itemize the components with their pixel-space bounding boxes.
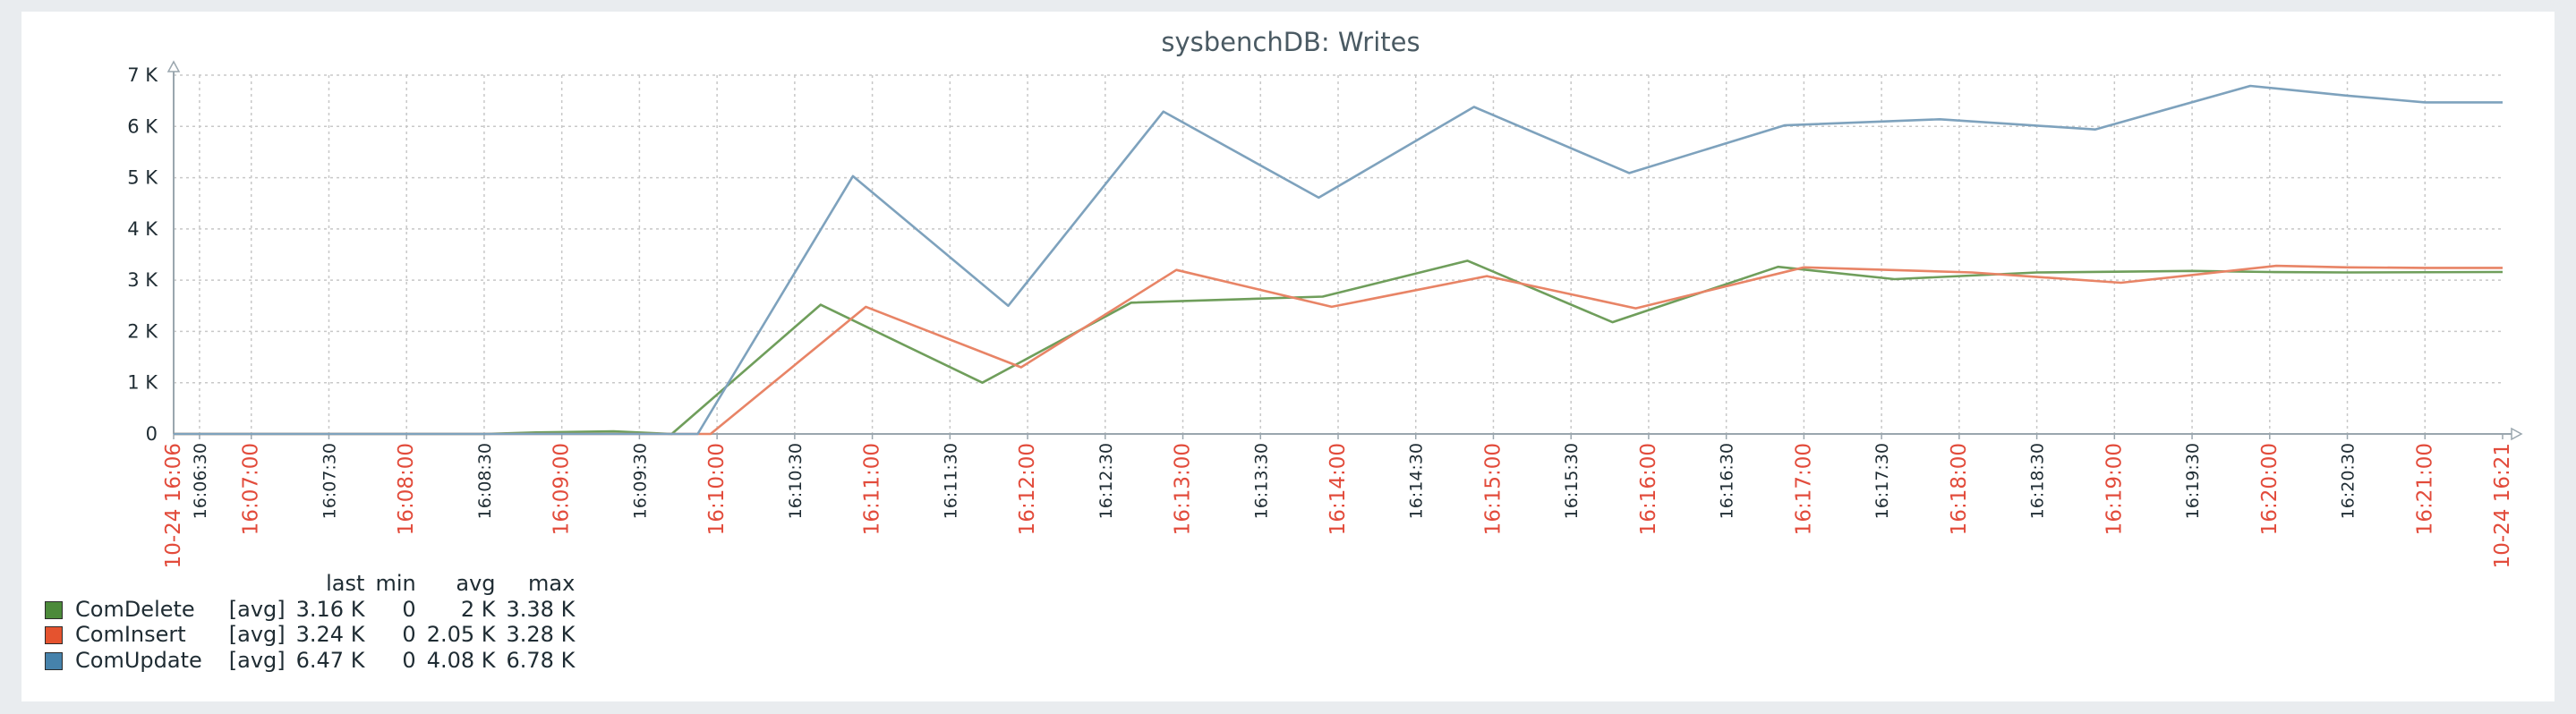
x-axis-arrow bbox=[2511, 427, 2523, 441]
x-tick-label: 16:15:30 bbox=[1562, 443, 1582, 519]
legend-min-value: 0 bbox=[402, 622, 416, 648]
x-tick-label: 16:16:00 bbox=[1637, 443, 1660, 535]
x-tick-label: 16:12:30 bbox=[1096, 443, 1116, 519]
legend-header-max: max bbox=[528, 571, 576, 597]
legend-last-value: 6.47 K bbox=[295, 647, 365, 673]
x-tick-label: 16:07:30 bbox=[320, 443, 339, 519]
x-tick-label: 16:09:30 bbox=[630, 443, 650, 519]
legend-max-value: 3.28 K bbox=[506, 622, 576, 648]
legend-min-value: 0 bbox=[402, 596, 416, 622]
x-tick-label: 16:15:00 bbox=[1481, 443, 1505, 535]
legend-avg-value: 2 K bbox=[460, 596, 496, 622]
x-tick-label: 10-24 16:06 bbox=[162, 443, 185, 568]
y-tick-label: 5 K bbox=[127, 167, 158, 189]
x-tick-label: 16:10:00 bbox=[705, 443, 729, 535]
x-tick-label: 16:10:30 bbox=[786, 443, 806, 519]
x-tick-label: 16:07:00 bbox=[240, 443, 263, 535]
legend-function: [avg] bbox=[228, 596, 286, 622]
x-tick-label: 16:21:00 bbox=[2413, 443, 2436, 535]
legend-header-row: last min avg max bbox=[39, 571, 580, 597]
legend-min-value: 0 bbox=[402, 647, 416, 673]
legend-last-value: 3.16 K bbox=[295, 596, 365, 622]
x-tick-label: 16:18:00 bbox=[1948, 443, 1971, 535]
x-tick-label: 16:13:00 bbox=[1172, 443, 1195, 535]
legend-header-min: min bbox=[375, 571, 416, 597]
legend-function: [avg] bbox=[228, 647, 286, 673]
y-tick-label: 4 K bbox=[127, 218, 158, 240]
y-tick-label: 7 K bbox=[127, 64, 158, 86]
chart-panel: sysbenchDB: Writes 0 1 K 2 K 3 K 4 K 5 K 6 K 7 … bbox=[21, 12, 2555, 701]
x-tick-label: 16:13:30 bbox=[1251, 443, 1271, 519]
x-tick-label: 16:17:00 bbox=[1792, 443, 1815, 535]
x-tick-label: 16:14:30 bbox=[1407, 443, 1427, 519]
y-tick-label: 1 K bbox=[127, 372, 158, 394]
legend-row-cominsert: ComInsert [avg] 3.24 K 0 2.05 K 3.28 K bbox=[39, 622, 580, 648]
y-tick-labels: 0 1 K 2 K 3 K 4 K 5 K 6 K 7 K bbox=[127, 64, 158, 445]
legend-series-name: ComUpdate bbox=[75, 647, 202, 673]
x-tick-label: 16:20:00 bbox=[2258, 443, 2282, 535]
legend-avg-value: 4.08 K bbox=[426, 647, 496, 673]
x-tick-label: 16:09:00 bbox=[550, 443, 574, 535]
legend: last min avg max ComDelete [avg] 3.16 K … bbox=[39, 571, 580, 673]
legend-series-name: ComInsert bbox=[75, 622, 186, 648]
x-tick-label: 16:14:00 bbox=[1326, 443, 1350, 535]
series-lines bbox=[174, 84, 2503, 436]
x-tick-label: 16:06:30 bbox=[191, 443, 210, 519]
legend-max-value: 3.38 K bbox=[506, 596, 576, 622]
x-tick-label: 16:08:00 bbox=[395, 443, 418, 535]
legend-avg-value: 2.05 K bbox=[426, 622, 496, 648]
legend-header-avg: avg bbox=[456, 571, 496, 597]
y-tick-label: 2 K bbox=[127, 320, 158, 342]
x-tick-label: 16:16:30 bbox=[1718, 443, 1737, 519]
y-axis-arrow bbox=[166, 60, 181, 72]
x-tick-label: 16:12:00 bbox=[1016, 443, 1039, 535]
legend-row-comupdate: ComUpdate [avg] 6.47 K 0 4.08 K 6.78 K bbox=[39, 648, 580, 674]
x-tick-label: 16:11:30 bbox=[941, 443, 960, 519]
legend-swatch-comdelete bbox=[45, 600, 63, 619]
series-line-comupdate bbox=[174, 84, 2503, 436]
legend-swatch-comupdate bbox=[45, 651, 63, 670]
chart-title: sysbenchDB: Writes bbox=[1161, 27, 1420, 57]
x-tick-label: 16:19:30 bbox=[2183, 443, 2203, 519]
legend-last-value: 3.24 K bbox=[295, 622, 365, 648]
legend-max-value: 6.78 K bbox=[506, 647, 576, 673]
x-tick-label: 16:19:00 bbox=[2103, 443, 2126, 535]
x-tick-label: 16:18:30 bbox=[2028, 443, 2048, 519]
legend-series-name: ComDelete bbox=[75, 596, 195, 622]
x-tick-label: 16:08:30 bbox=[475, 443, 495, 519]
y-tick-label: 3 K bbox=[127, 269, 158, 291]
legend-function: [avg] bbox=[228, 622, 286, 648]
legend-row-comdelete: ComDelete [avg] 3.16 K 0 2 K 3.38 K bbox=[39, 597, 580, 623]
legend-table: last min avg max ComDelete [avg] 3.16 K … bbox=[39, 571, 580, 673]
legend-header-last: last bbox=[326, 571, 365, 597]
grid bbox=[174, 74, 2503, 434]
x-tick-label: 16:20:30 bbox=[2339, 443, 2358, 519]
x-tick-labels: 10-24 16:06 16:06:30 16:07:00 16:07:30 16:08… bbox=[162, 443, 2514, 568]
y-tick-label: 6 K bbox=[127, 115, 158, 137]
x-tick-label: 10-24 16:21 bbox=[2491, 443, 2514, 568]
y-tick-label: 0 bbox=[146, 423, 158, 445]
x-tick-label: 16:11:00 bbox=[861, 443, 884, 535]
x-tick-label: 16:17:30 bbox=[1872, 443, 1892, 519]
line-chart: sysbenchDB: Writes 0 1 K 2 K 3 K 4 K 5 K 6 K 7 … bbox=[127, 27, 2523, 568]
legend-swatch-cominsert bbox=[45, 626, 63, 645]
